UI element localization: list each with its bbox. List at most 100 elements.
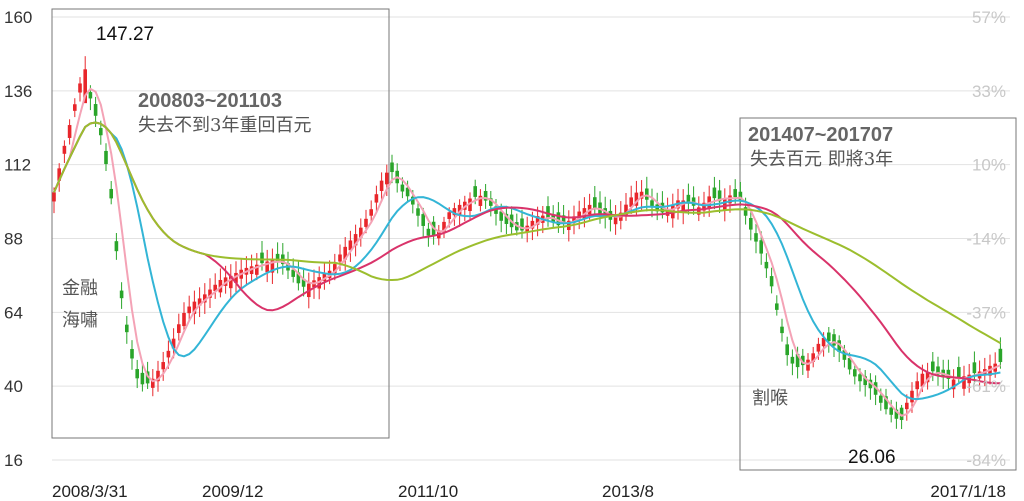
candle-body [634,192,639,206]
candle-body [322,273,327,282]
candle-body [353,234,358,246]
candle-body [931,361,935,372]
candle-body [291,269,295,277]
candle-body [801,355,805,366]
candlesticks [52,56,1003,430]
candle-body [270,260,275,273]
candle-body [203,294,207,303]
candle-body [400,184,405,192]
moving-averages [53,87,1001,417]
y-tick-right: -37% [966,303,1006,322]
candle-body [140,372,145,385]
candle-body [821,337,826,347]
candle-body [915,381,919,390]
x-tick-label: 2008/3/31 [52,482,128,501]
y-tick-right: 57% [972,8,1006,27]
candle-body [52,192,56,202]
candle-body [785,344,789,356]
candle-body [473,186,477,197]
candle-body [483,190,488,201]
candle-body [946,369,951,379]
candle-body [593,197,597,210]
box1-note: 失去不到3年重回百元 [138,115,311,136]
candle-body [504,213,509,224]
candle-body [577,211,581,219]
candle-body [114,241,119,252]
candle-body [645,188,649,200]
candle-body [73,104,77,111]
candle-body [213,284,217,292]
event-price-war-label: 割喉 [752,388,788,409]
candle-body [161,362,165,370]
candle-body [775,303,779,310]
x-tick-label: 2011/10 [398,482,458,501]
candle-body [135,369,139,379]
trough-label: 26.06 [848,447,896,468]
candle-body [119,290,124,299]
candle-body [208,289,212,298]
candle-body [182,312,186,327]
candle-body [348,240,353,251]
candle-body [535,216,540,225]
candle-body [889,407,893,415]
candle-body [275,253,280,262]
candle-body [67,125,72,138]
candle-body [879,395,883,403]
candle-body [151,378,155,388]
candle-body [936,366,940,375]
candle-body [837,340,841,352]
grid-lines [52,16,1010,461]
candle-body [957,367,961,378]
candle-body [603,208,607,218]
candle-body [468,198,472,212]
candle-body [78,83,82,93]
candle-body [650,200,654,207]
box1-period-label: 200803~201103 [138,90,282,112]
candle-body [379,180,384,191]
candle-body [171,338,176,349]
candle-body [255,264,259,275]
candle-body [260,252,264,264]
candle-body [88,92,93,99]
candle-body [359,227,363,238]
y-tick-left: 136 [4,82,32,101]
candle-body [780,326,784,334]
ma-longest-line [53,121,1001,344]
box2-note: 失去百元 即將3年 [750,149,893,170]
candle-body [156,370,160,382]
candle-body [447,212,451,219]
candle-body [972,362,977,374]
event-financial-tsunami-line2: 海嘯 [62,310,98,331]
candle-body [697,207,701,215]
candle-body [894,409,899,419]
candle-body [385,172,389,185]
candle-body [613,216,618,225]
candle-body [769,276,774,287]
candle-body [530,220,535,229]
x-tick-label: 2013/8 [602,482,654,501]
candle-body [177,324,181,333]
y-tick-right: -84% [966,451,1006,470]
candle-body [717,190,722,202]
candle-body [712,187,717,199]
candle-body [197,298,202,306]
period-box-2014-2017 [739,117,1017,471]
candle-body [749,217,753,230]
candle-body [478,195,483,206]
ma-short-line [53,87,1001,417]
candle-body [853,369,857,377]
candle-body [951,379,956,390]
candle-body [811,353,815,362]
y-axis-right: 57% 33% 10% -14% -37% -61% -84% [966,8,1006,470]
candle-body [109,188,113,199]
event-financial-tsunami-line1: 金融 [62,278,98,299]
y-axis-left: 160 136 112 88 64 40 16 [4,8,32,470]
candle-body [816,343,821,352]
candle-body [629,197,633,207]
candle-body [369,209,373,216]
candle-body [301,278,306,287]
candle-body [421,214,425,226]
annotations: 147.27 26.06 200803~201103 失去不到3年重回百元 20… [62,24,896,468]
candle-body [457,204,462,216]
candle-body [223,277,228,286]
